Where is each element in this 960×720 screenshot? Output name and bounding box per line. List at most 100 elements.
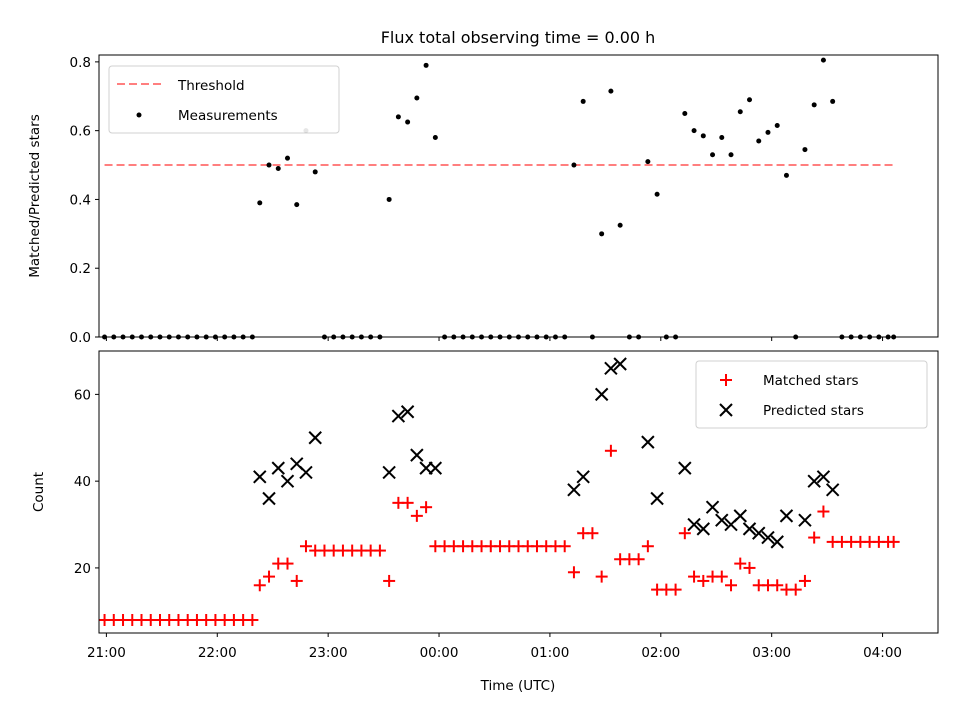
predicted-star-point	[308, 431, 322, 445]
measurement-point	[765, 129, 771, 135]
predicted-star-point	[641, 435, 655, 449]
predicted-star-point	[807, 474, 821, 488]
matched-star-point	[246, 613, 259, 626]
matched-star-point	[290, 574, 303, 587]
measurement-point	[830, 98, 836, 104]
predicted-star-point	[576, 470, 590, 484]
matched-star-point	[697, 574, 710, 587]
matched-star-point	[299, 540, 312, 553]
top-panel: 0.00.20.40.60.8 Matched/Predicted stars …	[27, 54, 939, 346]
measurement-point	[654, 191, 660, 197]
matched-star-point	[410, 509, 423, 522]
predicted-star-point	[650, 491, 664, 506]
matched-star-point	[586, 527, 599, 540]
predicted-star-point	[391, 409, 406, 423]
measurement-point	[571, 162, 577, 168]
predicted-star-point	[271, 461, 285, 475]
predicted-star-point	[798, 513, 812, 527]
matched-legend-label: Matched stars	[763, 373, 859, 389]
matched-star-point	[641, 540, 654, 553]
matched-star-point	[401, 496, 414, 509]
predicted-star-point	[733, 509, 747, 523]
predicted-legend-label: Predicted stars	[763, 403, 864, 419]
matched-star-point	[281, 557, 294, 570]
matched-star-point	[253, 579, 266, 592]
measurement-point	[284, 155, 290, 161]
matched-star-point	[725, 579, 738, 592]
matched-star-point	[373, 544, 386, 557]
top-y-ticks: 0.0 0.2 0.4 0.6 0.8	[70, 55, 99, 346]
x-tick-label: 21:00	[87, 645, 126, 661]
measurement-point	[783, 172, 789, 178]
measurement-point	[802, 147, 808, 153]
top-legend-box	[108, 65, 340, 134]
predicted-star-point	[262, 491, 276, 506]
bottom-panel: 20 40 60 21:00 22:00 23:00 00:00 01:00 02:00 03:…	[31, 350, 939, 694]
bottom-axes-frame	[98, 350, 939, 634]
x-axis-label: Time (UTC)	[480, 678, 556, 694]
matched-star-point	[669, 583, 682, 596]
predicted-star-point	[678, 461, 692, 475]
measurement-point	[811, 102, 817, 108]
predicted-legend-swatch	[719, 403, 733, 417]
measurement-point	[719, 135, 725, 141]
predicted-star-point	[253, 470, 267, 484]
x-tick-label: 02:00	[641, 645, 680, 661]
measurement-point	[737, 109, 743, 115]
predicted-star-point	[752, 526, 766, 540]
bottom-y-tick-label: 20	[74, 561, 91, 577]
measurement-point	[395, 114, 401, 120]
measurement-point	[710, 152, 716, 158]
measurement-point	[432, 135, 438, 141]
matched-star-point	[808, 531, 821, 544]
measurement-point	[774, 123, 780, 128]
measurement-point	[423, 62, 429, 68]
top-y-tick-label: 0.4	[70, 192, 91, 208]
matched-star-point	[688, 570, 701, 583]
predicted-star-point	[604, 361, 618, 376]
x-tick-label: 22:00	[198, 645, 237, 661]
top-axes-frame	[98, 54, 939, 338]
matched-star-point	[798, 574, 811, 587]
measurement-point	[700, 133, 706, 139]
top-legend: Threshold Measurements	[108, 65, 340, 134]
x-tick-label: 01:00	[530, 645, 569, 661]
measurement-point	[405, 119, 411, 125]
bottom-x-ticks: 21:00 22:00 23:00 00:00 01:00 02:00 03:00 04:00	[87, 633, 902, 661]
matched-legend-swatch	[720, 374, 732, 386]
measurement-point	[275, 165, 281, 171]
predicted-star-point	[825, 483, 840, 497]
matched-star-point	[715, 570, 728, 583]
predicted-star-point	[613, 357, 627, 371]
x-tick-label: 00:00	[420, 645, 459, 661]
predicted-star-point	[761, 530, 775, 545]
matched-star-point	[604, 444, 617, 457]
predicted-star-point	[779, 509, 794, 523]
predicted-star-point	[299, 465, 313, 480]
matched-star-point	[558, 540, 571, 553]
measurement-point	[645, 159, 651, 165]
measurements-legend-label: Measurements	[178, 108, 278, 124]
matched-star-point	[789, 583, 802, 596]
measurement-point	[599, 231, 605, 237]
top-plot-area	[102, 57, 897, 340]
x-tick-label: 23:00	[309, 645, 348, 661]
measurement-point	[728, 152, 734, 158]
predicted-star-point	[594, 387, 609, 402]
measurement-point	[294, 202, 300, 208]
top-y-tick-label: 0.8	[70, 55, 91, 71]
measurement-point	[608, 88, 614, 94]
predicted-star-point	[400, 405, 415, 419]
matched-star-point	[743, 561, 756, 574]
matched-star-point	[734, 557, 747, 570]
measurement-point	[257, 200, 263, 206]
predicted-star-point	[715, 513, 729, 527]
top-y-tick-label: 0.0	[70, 330, 91, 346]
bottom-y-tick-label: 40	[74, 474, 91, 490]
bottom-legend: Matched stars Predicted stars	[695, 360, 928, 429]
matched-star-point	[567, 566, 580, 579]
matched-star-point	[678, 527, 691, 540]
matched-star-point	[817, 505, 830, 518]
threshold-legend-label: Threshold	[177, 78, 245, 94]
